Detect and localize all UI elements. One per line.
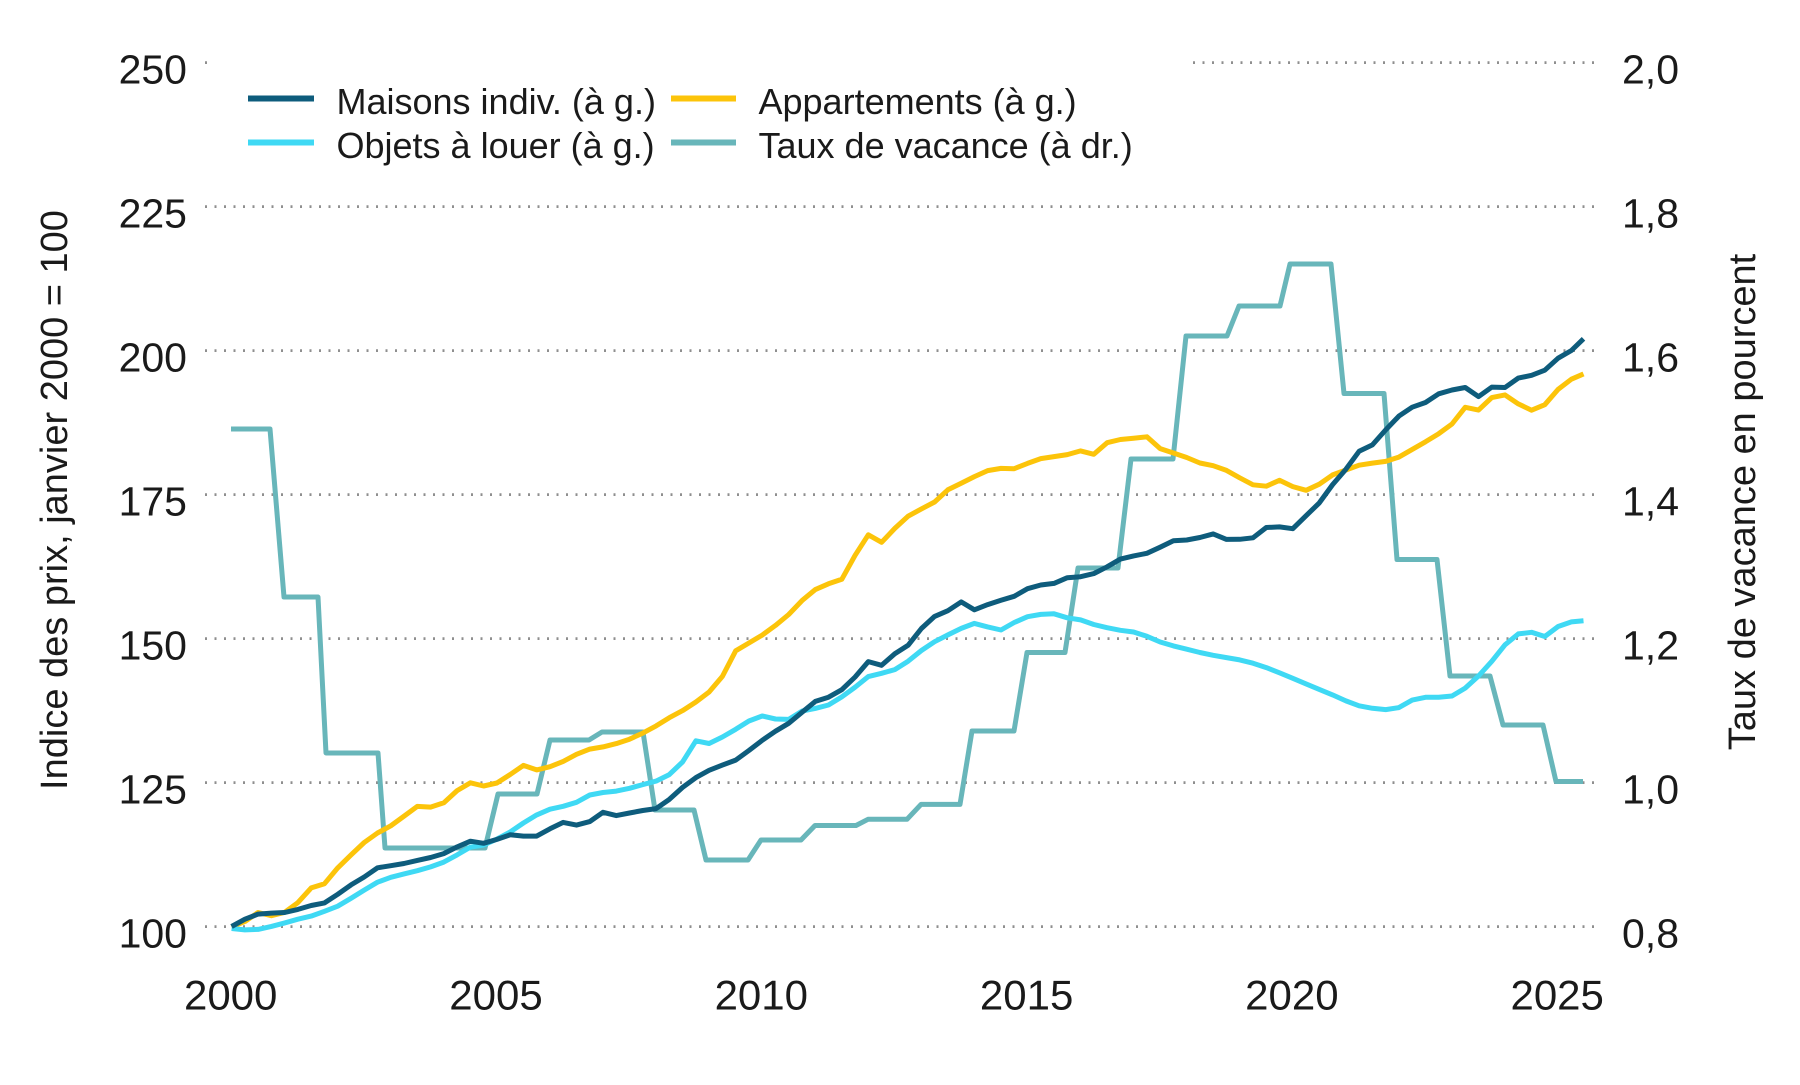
svg-text:1,0: 1,0 (1622, 767, 1679, 813)
svg-text:Taux de vacance (à dr.): Taux de vacance (à dr.) (759, 125, 1133, 166)
svg-text:1,6: 1,6 (1622, 335, 1679, 381)
svg-text:2025: 2025 (1510, 972, 1603, 1019)
svg-text:150: 150 (119, 623, 187, 669)
svg-text:2,0: 2,0 (1622, 47, 1679, 93)
svg-text:Objets à louer (à g.): Objets à louer (à g.) (337, 125, 655, 166)
svg-text:1,8: 1,8 (1622, 191, 1679, 237)
svg-text:175: 175 (119, 479, 187, 525)
svg-text:Indice des prix, janvier 2000: Indice des prix, janvier 2000 = 100 (34, 210, 76, 790)
svg-text:250: 250 (119, 47, 187, 93)
svg-text:2010: 2010 (715, 972, 808, 1019)
svg-text:Appartements (à g.): Appartements (à g.) (759, 81, 1077, 122)
svg-text:200: 200 (119, 335, 187, 381)
svg-text:1,2: 1,2 (1622, 623, 1679, 669)
svg-text:1,4: 1,4 (1622, 479, 1679, 525)
svg-text:Taux de vacance en pourcent: Taux de vacance en pourcent (1722, 253, 1764, 750)
svg-text:2005: 2005 (449, 972, 542, 1019)
svg-text:Maisons indiv. (à g.): Maisons indiv. (à g.) (337, 81, 656, 122)
svg-text:225: 225 (119, 191, 187, 237)
svg-text:2020: 2020 (1245, 972, 1338, 1019)
svg-text:100: 100 (119, 911, 187, 957)
svg-text:2000: 2000 (184, 972, 277, 1019)
svg-text:125: 125 (119, 767, 187, 813)
svg-text:0,8: 0,8 (1622, 911, 1679, 957)
svg-text:2015: 2015 (980, 972, 1073, 1019)
